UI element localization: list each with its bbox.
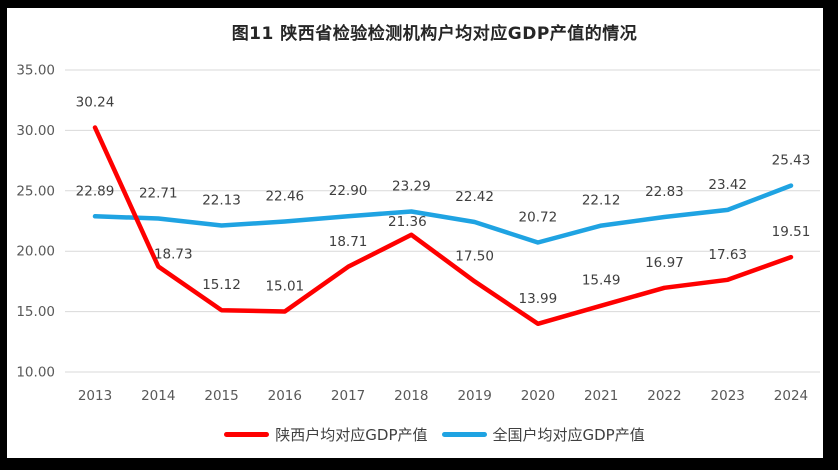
x-axis-tick-label: 2021 [584,388,618,404]
data-label-national: 23.42 [708,177,747,193]
x-axis-tick-label: 2024 [774,388,808,404]
chart-canvas: 图11 陕西省检验检测机构户均对应GDP产值的情况 10.00 15.00 20.0… [7,8,823,458]
legend-item-shaanxi: 陕西户均对应GDP产值 [224,424,428,445]
data-label-national: 23.29 [392,178,431,194]
data-label-shaanxi: 17.50 [455,248,494,264]
data-label-shaanxi: 18.71 [329,234,368,250]
data-label-shaanxi: 16.97 [645,255,684,271]
data-label-national: 22.89 [76,183,115,199]
data-label-national: 22.71 [139,185,178,201]
x-axis-tick-label: 2019 [457,388,491,404]
y-axis-tick-label: 20.00 [16,244,55,260]
x-axis-tick-label: 2014 [141,388,175,404]
x-axis-tick-label: 2023 [711,388,745,404]
data-label-shaanxi: 18.73 [154,247,193,263]
chart-legend: 陕西户均对应GDP产值 全国户均对应GDP产值 [57,424,812,445]
data-label-shaanxi: 15.12 [202,277,241,293]
x-axis-tick-label: 2015 [204,388,238,404]
data-label-shaanxi: 21.36 [388,214,427,230]
x-axis-tick-label: 2013 [78,388,112,404]
data-label-shaanxi: 19.51 [772,224,811,240]
data-label-shaanxi: 17.63 [708,247,747,263]
data-label-national: 25.43 [772,153,811,169]
legend-item-national: 全国户均对应GDP产值 [441,424,645,445]
data-label-national: 22.12 [582,193,621,209]
y-axis-tick-label: 10.00 [16,365,55,381]
y-axis-tick-label: 15.00 [16,304,55,320]
data-label-shaanxi: 30.24 [76,95,115,111]
series-line-national [92,183,794,245]
chart-title: 图11 陕西省检验检测机构户均对应GDP产值的情况 [231,24,638,44]
data-label-national: 22.46 [265,188,304,204]
data-label-national: 22.90 [329,183,368,199]
data-label-shaanxi: 13.99 [519,291,558,307]
data-label-national: 22.13 [202,192,241,208]
data-label-national: 22.83 [645,184,684,200]
legend-swatch-shaanxi-line-icon [224,432,270,437]
data-label-shaanxi: 15.01 [265,278,304,294]
data-label-shaanxi: 15.49 [582,273,621,289]
legend-swatch-national-line-icon [441,432,487,437]
x-axis-tick-label: 2017 [331,388,365,404]
x-axis-tick-label: 2022 [647,388,681,404]
x-axis-tick-label: 2018 [394,388,428,404]
series-line-shaanxi [92,125,794,327]
legend-label-shaanxi: 陕西户均对应GDP产值 [275,426,428,444]
legend-label-national: 全国户均对应GDP产值 [492,426,645,444]
data-label-national: 20.72 [519,210,558,226]
y-axis-tick-label: 30.00 [16,123,55,139]
x-axis-tick-label: 2016 [268,388,302,404]
y-axis-tick-label: 25.00 [16,183,55,199]
y-axis-tick-label: 35.00 [16,63,55,79]
line-chart-plot: 10.00 15.00 20.00 25.00 30.00 35.00 2013 2014 20… [16,63,820,404]
data-label-national: 22.42 [455,189,494,205]
x-axis-tick-label: 2020 [521,388,555,404]
